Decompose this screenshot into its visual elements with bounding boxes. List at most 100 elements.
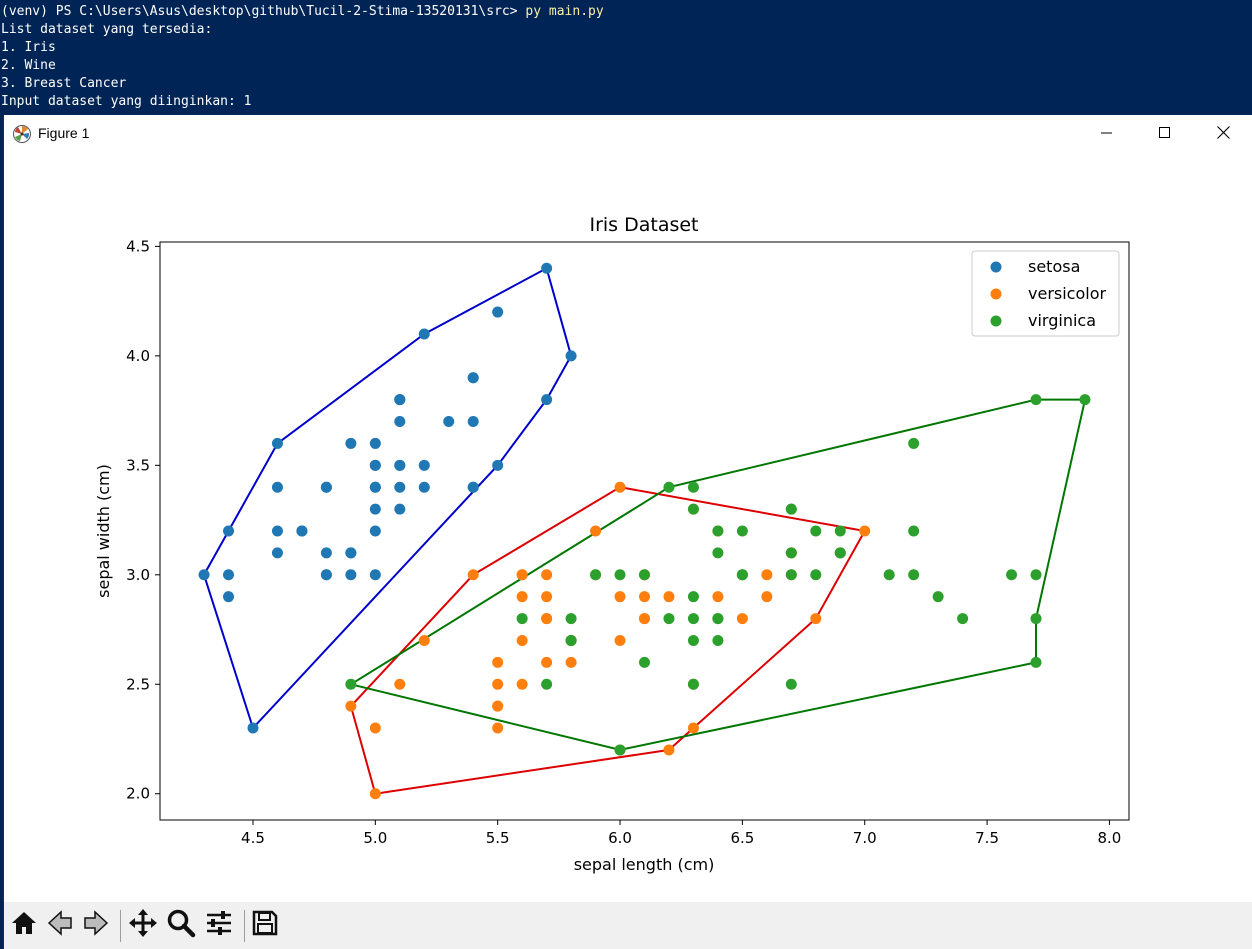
point-setosa: [320, 547, 332, 559]
matplotlib-icon: [12, 124, 32, 144]
pan-button[interactable]: [126, 907, 160, 943]
point-virginica: [1030, 394, 1042, 406]
close-icon: [1216, 124, 1230, 143]
legend-label-virginica: virginica: [1028, 311, 1096, 330]
point-versicolor: [516, 634, 528, 646]
point-virginica: [908, 437, 920, 449]
point-virginica: [810, 569, 822, 581]
point-setosa: [467, 372, 479, 384]
x-axis-label: sepal length (cm): [574, 855, 715, 874]
point-setosa: [223, 591, 235, 603]
point-virginica: [1030, 613, 1042, 625]
home-icon: [10, 909, 38, 941]
figure-canvas[interactable]: Iris Dataset 4.5 5.0 5.5 6.0 6.5 7.0 7.5 8.0 2.0…: [4, 151, 1252, 902]
point-versicolor: [590, 525, 602, 537]
back-button[interactable]: [43, 907, 77, 943]
y-tick-label: 4.5: [126, 237, 150, 255]
save-button[interactable]: [248, 907, 282, 943]
point-setosa: [345, 437, 357, 449]
x-tick-label: 5.5: [486, 829, 510, 847]
point-setosa: [369, 569, 381, 581]
navigation-toolbar: [4, 902, 1252, 949]
point-setosa: [369, 437, 381, 449]
point-setosa: [198, 569, 210, 581]
point-versicolor: [810, 613, 822, 625]
point-setosa: [443, 416, 455, 428]
point-setosa: [247, 722, 259, 734]
pan-icon: [128, 908, 158, 942]
legend-label-setosa: setosa: [1028, 257, 1080, 276]
maximize-icon: [1159, 124, 1171, 143]
point-setosa: [418, 481, 430, 493]
point-versicolor: [541, 656, 553, 668]
maximize-button[interactable]: [1136, 115, 1194, 151]
point-virginica: [712, 525, 724, 537]
point-virginica: [810, 525, 822, 537]
forward-button[interactable]: [79, 907, 113, 943]
point-versicolor: [394, 678, 406, 690]
x-tick-label: 6.0: [608, 829, 632, 847]
point-virginica: [687, 481, 699, 493]
configure-subplots-button[interactable]: [202, 907, 236, 943]
legend-marker-virginica: [990, 315, 1002, 327]
point-virginica: [687, 613, 699, 625]
point-versicolor: [516, 569, 528, 581]
terminal-output-line: Input dataset yang diinginkan: 1: [1, 94, 252, 109]
x-tick-label: 7.5: [975, 829, 999, 847]
terminal-output-line: List dataset yang tersedia:: [1, 22, 213, 37]
toolbar-separator: [120, 910, 121, 942]
point-versicolor: [712, 591, 724, 603]
point-setosa: [394, 503, 406, 515]
home-button[interactable]: [7, 907, 41, 943]
figure-window: Figure 1 Iris Dataset 4.5 5.0 5.5 6.0 6.5 7.0…: [3, 115, 1252, 949]
point-setosa: [467, 416, 479, 428]
zoom-icon: [166, 908, 196, 942]
y-tick-label: 2.5: [126, 675, 150, 693]
point-virginica: [785, 569, 797, 581]
title-bar[interactable]: Figure 1: [4, 115, 1252, 151]
x-tick-label: 8.0: [1097, 829, 1121, 847]
point-versicolor: [492, 678, 504, 690]
point-virginica: [639, 569, 650, 581]
terminal-output-line: 3. Breast Cancer: [1, 76, 127, 91]
point-setosa: [394, 394, 406, 406]
point-versicolor: [614, 634, 626, 646]
prompt-command: py main.py: [525, 4, 604, 19]
save-icon: [251, 909, 279, 941]
point-virginica: [712, 613, 724, 625]
point-setosa: [394, 481, 406, 493]
point-versicolor: [663, 744, 675, 756]
close-button[interactable]: [1194, 115, 1252, 151]
point-virginica: [614, 569, 626, 581]
point-setosa: [565, 350, 577, 362]
point-virginica: [1079, 394, 1091, 406]
minimize-button[interactable]: [1078, 115, 1136, 151]
point-virginica: [663, 613, 675, 625]
x-tick-label: 6.5: [730, 829, 754, 847]
prompt-path: PS C:\Users\Asus\desktop\github\Tucil-2-…: [47, 4, 526, 19]
point-versicolor: [736, 613, 748, 625]
point-versicolor: [663, 591, 675, 603]
point-versicolor: [369, 788, 381, 800]
point-virginica: [908, 569, 920, 581]
y-tick-label: 3.5: [126, 456, 150, 474]
point-versicolor: [516, 591, 528, 603]
point-virginica: [908, 525, 920, 537]
point-setosa: [541, 394, 553, 406]
point-setosa: [320, 569, 332, 581]
point-virginica: [1030, 656, 1042, 668]
point-virginica: [785, 547, 797, 559]
configure-subplots-icon: [204, 908, 234, 942]
point-setosa: [369, 503, 381, 515]
point-versicolor: [639, 591, 650, 603]
y-tick-label: 3.0: [126, 566, 150, 584]
point-virginica: [1006, 569, 1018, 581]
point-setosa: [541, 262, 553, 274]
point-virginica: [687, 591, 699, 603]
point-versicolor: [541, 591, 553, 603]
point-setosa: [467, 481, 479, 493]
zoom-button[interactable]: [164, 907, 198, 943]
point-versicolor: [639, 613, 650, 625]
point-setosa: [271, 437, 283, 449]
point-setosa: [223, 569, 235, 581]
